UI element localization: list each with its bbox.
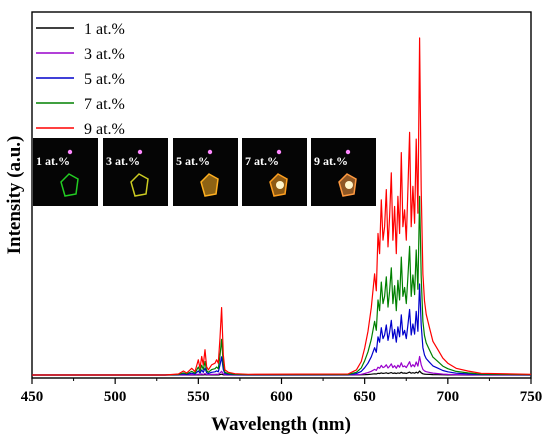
x-tick-label-700: 700 bbox=[437, 389, 460, 405]
inset-label-4: 7 at.% bbox=[245, 154, 279, 168]
inset-panel-3: 5 at.% bbox=[173, 138, 238, 206]
pump-spot bbox=[276, 149, 282, 155]
inset-panel-2: 3 at.% bbox=[103, 138, 168, 206]
series-layer bbox=[32, 37, 532, 376]
inset-label-2: 3 at.% bbox=[106, 154, 140, 168]
x-tick-label-500: 500 bbox=[104, 389, 127, 405]
legend-label-1: 1 at.% bbox=[84, 21, 125, 38]
crystal-glow bbox=[60, 173, 79, 197]
x-tick-label-750: 750 bbox=[520, 389, 543, 405]
crystal-glow bbox=[130, 173, 149, 197]
inset-panel-1: 1 at.% bbox=[33, 138, 98, 206]
series-line-3 bbox=[32, 283, 532, 376]
pump-spot bbox=[67, 149, 73, 155]
inset-label-5: 9 at.% bbox=[314, 154, 348, 168]
glow-core bbox=[276, 181, 284, 189]
series-line-4 bbox=[32, 195, 532, 376]
inset-photos: 1 at.% 3 at.% 5 at.% 7 at.% 9 at.% bbox=[33, 138, 376, 206]
inset-label-3: 5 at.% bbox=[176, 154, 210, 168]
inset-panel-5: 9 at.% bbox=[311, 138, 376, 206]
pump-spot bbox=[345, 149, 351, 155]
x-tick-label-450: 450 bbox=[21, 389, 44, 405]
series-line-2 bbox=[32, 355, 532, 376]
pump-spot bbox=[137, 149, 143, 155]
legend-label-4: 7 at.% bbox=[84, 96, 125, 113]
x-tick-label-600: 600 bbox=[270, 389, 293, 405]
crystal-glow bbox=[200, 173, 219, 197]
y-axis-title: Intensity (a.u.) bbox=[4, 136, 25, 255]
x-axis-ticks: 450 500 550 600 650 700 750 bbox=[21, 378, 543, 405]
series-line-5 bbox=[32, 37, 532, 376]
legend-label-5: 9 at.% bbox=[84, 121, 125, 138]
inset-panel-bg bbox=[33, 138, 98, 206]
legend-label-2: 3 at.% bbox=[84, 46, 125, 63]
legend-label-3: 5 at.% bbox=[84, 71, 125, 88]
inset-panel-bg bbox=[103, 138, 168, 206]
inset-label-1: 1 at.% bbox=[36, 154, 70, 168]
x-tick-label-550: 550 bbox=[187, 389, 210, 405]
inset-panel-4: 7 at.% bbox=[242, 138, 307, 206]
pump-spot bbox=[207, 149, 213, 155]
glow-core bbox=[345, 181, 353, 189]
x-axis-title: Wavelength (nm) bbox=[211, 414, 351, 435]
x-tick-label-650: 650 bbox=[353, 389, 376, 405]
legend: 1 at.% 3 at.% 5 at.% 7 at.% 9 at.% bbox=[36, 21, 125, 138]
